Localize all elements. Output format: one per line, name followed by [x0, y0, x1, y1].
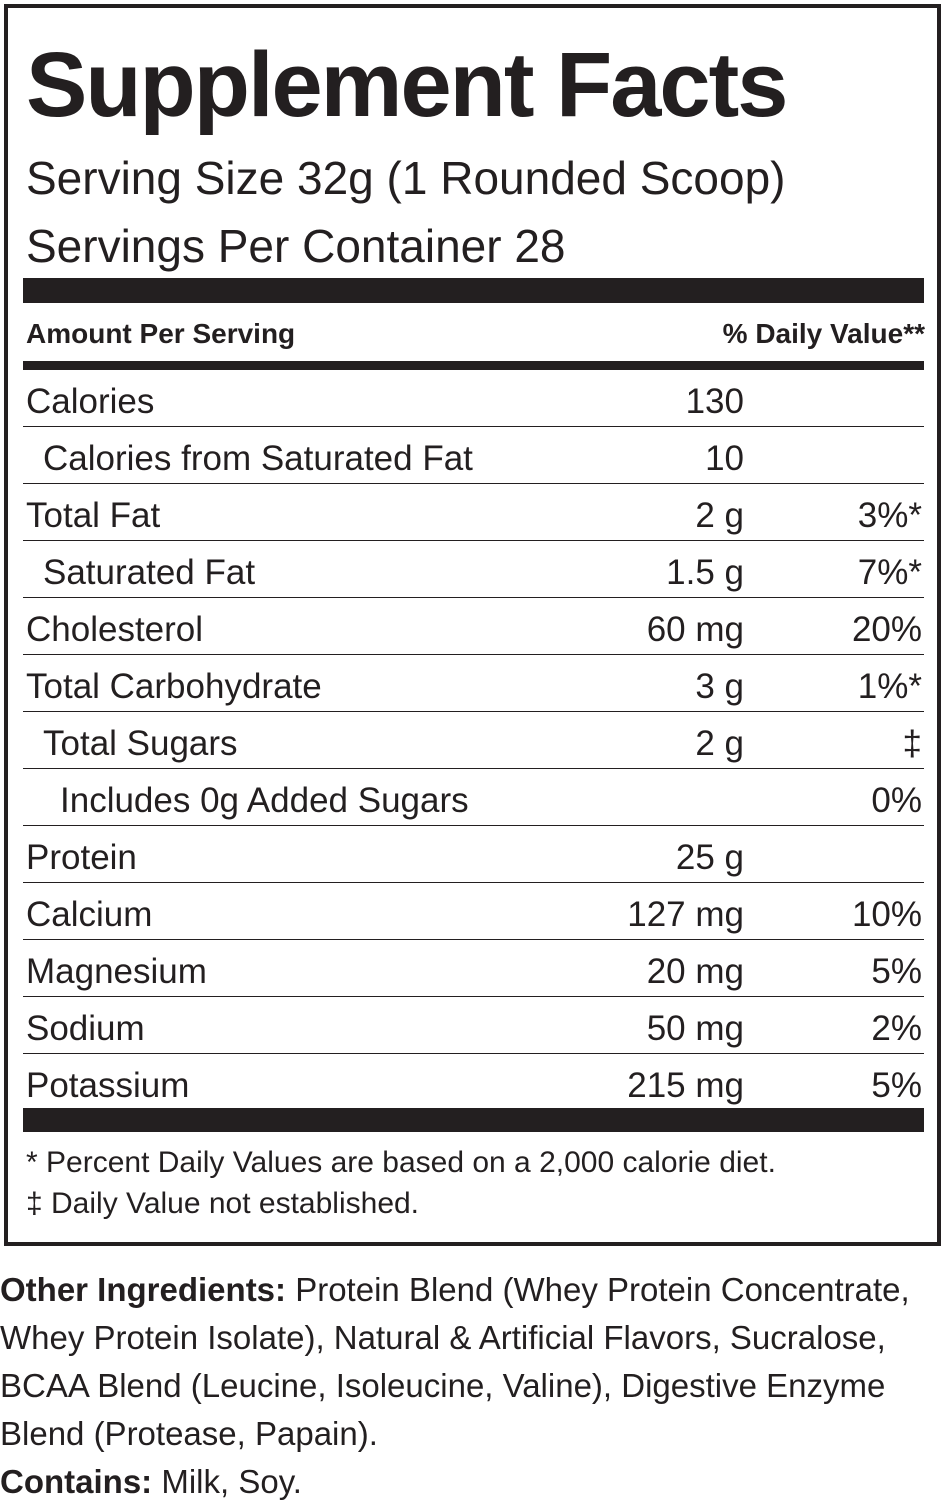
nutrient-row: Total Fat 2 g 3%* — [23, 484, 924, 541]
header-right: % Daily Value** — [722, 318, 925, 349]
amount: 10 — [705, 439, 744, 478]
amount: 20 mg — [646, 952, 744, 991]
daily-value: 20% — [851, 610, 922, 649]
amount: 127 mg — [627, 895, 744, 934]
nutrient-row: Protein 25 g — [23, 826, 924, 883]
nutrient-rows: Calories 130 Calories from Saturated Fat 10… — [23, 370, 924, 1110]
nutrient-row: Calories 130 — [23, 370, 924, 427]
daily-value: 0% — [871, 781, 922, 820]
nutrient-name: Total Sugars — [43, 724, 238, 763]
nutrient-name: Total Carbohydrate — [26, 667, 322, 706]
nutrient-name: Sodium — [26, 1009, 145, 1048]
nutrient-row: Calcium 127 mg 10% — [23, 883, 924, 940]
footnote: * Percent Daily Values are based on a 2,… — [26, 1146, 776, 1179]
nutrient-name: Cholesterol — [26, 610, 204, 649]
daily-value: 1%* — [857, 667, 922, 706]
text: Protein Blend (Whey Protein Concentrate,… — [0, 1271, 910, 1452]
label: Other Ingredients: — [0, 1271, 287, 1308]
daily-value: ‡ — [902, 724, 922, 763]
daily-value: 3%* — [857, 496, 922, 535]
facts-panel: Supplement Facts Serving Size 32g (1 Rou… — [4, 4, 941, 1246]
header-left: Amount Per Serving — [26, 318, 296, 349]
amount: 50 mg — [646, 1009, 744, 1048]
thick-rule — [23, 278, 924, 303]
nutrient-row: Magnesium 20 mg 5% — [23, 940, 924, 997]
label: Contains: — [0, 1463, 153, 1500]
servings-per-container: Servings Per Container 28 — [26, 220, 566, 272]
nutrient-row: Total Carbohydrate 3 g 1%* — [23, 655, 924, 712]
nutrient-row: Includes 0g Added Sugars 0% — [23, 769, 924, 826]
nutrient-name: Saturated Fat — [43, 553, 256, 592]
daily-value: 2% — [871, 1009, 922, 1048]
amount: 60 mg — [646, 610, 744, 649]
amount: 130 — [685, 382, 744, 421]
nutrient-row: Potassium 215 mg 5% — [23, 1054, 924, 1110]
other-ingredients: Other Ingredients: Protein Blend (Whey P… — [0, 1266, 945, 1458]
nutrient-row: Calories from Saturated Fat 10 — [23, 427, 924, 484]
nutrient-name: Calories from Saturated Fat — [43, 439, 473, 478]
footnote: ‡ Daily Value not established. — [26, 1187, 420, 1220]
amount: 215 mg — [627, 1066, 744, 1105]
nutrient-name: Protein — [26, 838, 137, 877]
nutrient-row: Saturated Fat 1.5 g 7%* — [23, 541, 924, 598]
ingredients: Other Ingredients: Protein Blend (Whey P… — [0, 1266, 945, 1506]
amount: 1.5 g — [666, 553, 744, 592]
medium-rule — [23, 361, 924, 370]
nutrient-name: Calories — [26, 382, 155, 421]
amount: 2 g — [695, 724, 744, 763]
amount: 2 g — [695, 496, 744, 535]
nutrient-name: Magnesium — [26, 952, 207, 991]
nutrient-name: Total Fat — [26, 496, 161, 535]
nutrient-row: Sodium 50 mg 2% — [23, 997, 924, 1054]
nutrient-name: Calcium — [26, 895, 153, 934]
daily-value: 7%* — [857, 553, 922, 592]
amount: 25 g — [675, 838, 744, 877]
nutrient-row: Cholesterol 60 mg 20% — [23, 598, 924, 655]
daily-value: 5% — [871, 1066, 922, 1105]
contains: Contains: Milk, Soy. — [0, 1458, 945, 1506]
thick-rule — [23, 1108, 924, 1132]
title: Supplement Facts — [26, 34, 788, 136]
nutrient-name: Includes 0g Added Sugars — [60, 781, 469, 820]
daily-value: 5% — [871, 952, 922, 991]
daily-value: 10% — [851, 895, 922, 934]
amount: 3 g — [695, 667, 744, 706]
nutrient-name: Potassium — [26, 1066, 190, 1105]
serving-size: Serving Size 32g (1 Rounded Scoop) — [26, 152, 786, 204]
nutrient-row: Total Sugars 2 g ‡ — [23, 712, 924, 769]
text: Milk, Soy. — [161, 1463, 302, 1500]
